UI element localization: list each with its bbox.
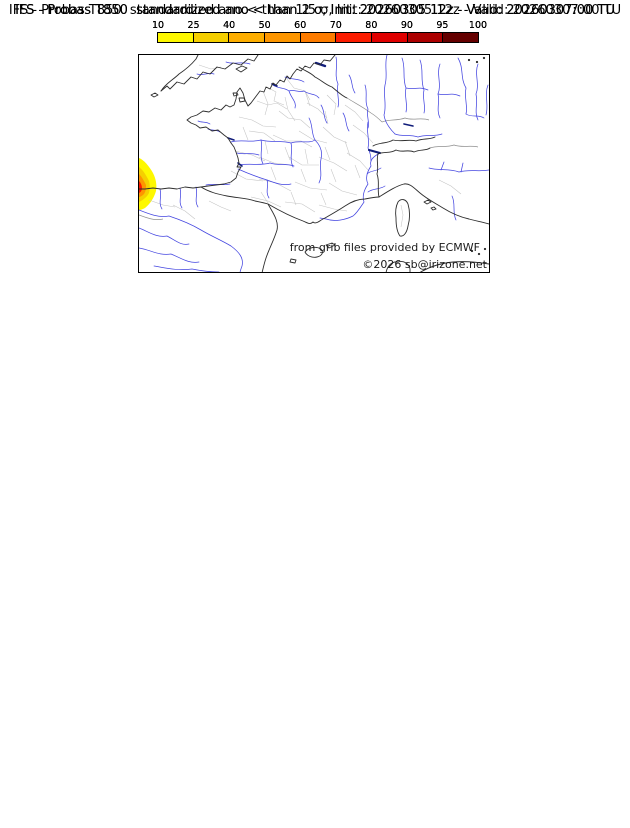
- colorbar-tick-label: 90: [400, 20, 413, 31]
- colorbar-segment: [265, 33, 301, 42]
- colorbar-tick-label: 25: [187, 20, 200, 31]
- colorbar-segment: [300, 33, 337, 42]
- colorbar-tick-label: 50: [258, 20, 271, 31]
- colorbar-tick-label: 70: [329, 20, 342, 31]
- colorbar-segment: [229, 33, 266, 42]
- panel-title: IFS - Probas T850 standardized ano < tha…: [8, 3, 622, 18]
- colorbar-tick-label: 50: [258, 20, 271, 31]
- colorbar-tick-label: 40: [223, 20, 236, 31]
- colorbar-tick-label: 40: [223, 20, 236, 31]
- probability-blobs: [139, 158, 157, 210]
- colorbar-tick-label: 80: [365, 20, 378, 31]
- colorbar: [157, 32, 479, 43]
- france-map-svg: [139, 55, 489, 272]
- colorbar-tick-label: 25: [187, 20, 200, 31]
- panel-title: IFS - Probas T850 standardized ano < tha…: [15, 3, 615, 18]
- colorbar-tick-label: 100: [468, 20, 488, 31]
- colorbar-tick-label: 95: [436, 20, 449, 31]
- colorbar-tick-label: 40: [223, 20, 236, 31]
- colorbar-tick-label: 60: [294, 20, 307, 31]
- colorbar-segment: [443, 33, 479, 42]
- colorbar-tick-labels: 10 25 40 50 60 70 80 90 95 100: [152, 20, 487, 32]
- colorbar-tick-label: 100: [468, 20, 488, 31]
- colorbar-segment: [336, 33, 373, 42]
- colorbar-tick-label: 25: [187, 20, 200, 31]
- colorbar-tick-label: 70: [329, 20, 342, 31]
- colorbar-tick-label: 90: [400, 20, 413, 31]
- colorbar-tick-labels: 10 25 40 50 60 70 80 90 95 100: [152, 20, 487, 32]
- colorbar-tick-label: 60: [294, 20, 307, 31]
- panel-title: IFS - Probas T850 standardized ano < tha…: [15, 3, 615, 18]
- probability-contour-60: [139, 181, 142, 193]
- colorbar-segment: [158, 33, 194, 42]
- colorbar-tick-label: 95: [436, 20, 449, 31]
- colorbar-tick-label: 10: [151, 20, 165, 31]
- panel-sigma-2: IFS - Probas T850 standardized ano < tha…: [0, 0, 630, 273]
- colorbar-tick-label: 100: [468, 20, 488, 31]
- colorbar-tick-label: 95: [436, 20, 449, 31]
- colorbar-tick-label: 50: [258, 20, 271, 31]
- colorbar-tick-label: 10: [151, 20, 165, 31]
- colorbar-tick-label: 90: [400, 20, 413, 31]
- colorbar-tick-label: 80: [365, 20, 378, 31]
- colorbar-tick-label: 80: [365, 20, 378, 31]
- colorbar-tick-label: 10: [151, 20, 165, 31]
- colorbar-segment: [407, 33, 444, 42]
- colorbar-tick-labels: 10 25 40 50 60 70 80 90 95 100: [152, 20, 487, 32]
- colorbar-segment: [372, 33, 408, 42]
- colorbar-tick-label: 70: [329, 20, 342, 31]
- colorbar-segment: [193, 33, 230, 42]
- map-frame: from grib files provided by ECMWF ©2026 …: [138, 54, 490, 273]
- credit-ecmwf: from grib files provided by ECMWF: [289, 241, 480, 254]
- credit-copyright: ©2026 sb@irizone.net: [362, 258, 487, 271]
- colorbar-tick-label: 60: [294, 20, 307, 31]
